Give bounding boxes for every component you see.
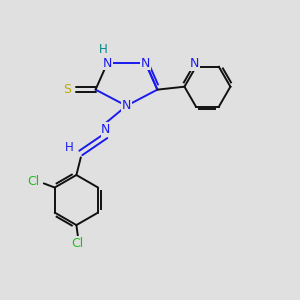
- Text: Cl: Cl: [72, 237, 84, 250]
- Text: H: H: [65, 141, 74, 154]
- Text: S: S: [64, 83, 72, 96]
- Text: N: N: [141, 57, 150, 70]
- Text: Cl: Cl: [27, 175, 40, 188]
- Text: H: H: [98, 44, 107, 56]
- Text: N: N: [122, 99, 131, 112]
- Text: N: N: [103, 57, 112, 70]
- Text: N: N: [101, 123, 110, 136]
- Text: N: N: [190, 57, 199, 70]
